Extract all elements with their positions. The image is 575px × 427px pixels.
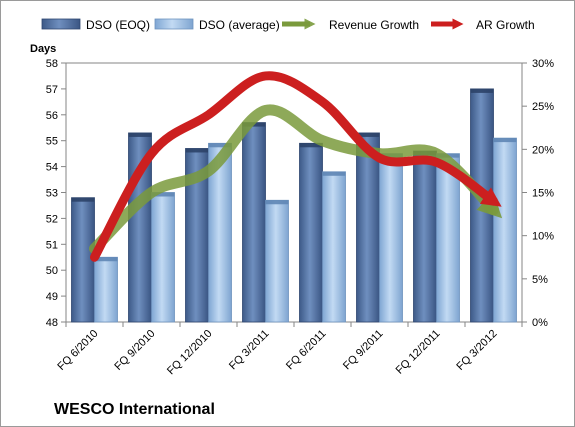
y2-axis-tick-label: 20% — [532, 144, 554, 156]
y-axis-tick-label: 48 — [46, 317, 58, 329]
legend-item-dso-average: DSO (average) — [154, 18, 280, 32]
legend-item-revenue-growth: Revenue Growth — [282, 18, 419, 32]
bar-dso-eoq — [356, 132, 380, 323]
x-axis-tick-label: FQ 12/2010 — [165, 328, 215, 378]
x-axis-tick-label: FQ 3/2011 — [227, 328, 272, 373]
y-axis-tick-label: 54 — [46, 162, 58, 174]
bar-cap-dso-average — [151, 192, 175, 197]
bar-cap-dso-average — [322, 171, 346, 176]
y-axis-tick-label: 52 — [46, 213, 58, 225]
bar-dso-average — [322, 171, 346, 323]
y-axis-tick-label: 50 — [46, 265, 58, 277]
y2-axis-tick-label: 30% — [532, 58, 554, 70]
x-axis-tick-label: FQ 6/2011 — [284, 328, 329, 373]
line-ar-growth — [90, 71, 502, 262]
y2-axis-tick-label: 10% — [532, 231, 554, 243]
bar-cap-dso-eoq — [356, 132, 380, 137]
y-axis-tick-label: 49 — [46, 291, 58, 303]
x-axis-tick-label: FQ 3/2012 — [454, 328, 499, 373]
y-axis-tick-label: 55 — [46, 136, 58, 148]
bar-dso-eoq — [299, 142, 323, 323]
bar-dso-eoq — [413, 150, 437, 323]
bar-cap-dso-eoq — [299, 143, 323, 148]
plot-area: 48 49 50 51 52 53 54 55 56 57 58 0% 5% 10% 15% 20% 25% 30… — [46, 58, 554, 377]
y2-axis-tick-label: 5% — [532, 274, 548, 286]
x-axis-tick-label: FQ 12/2011 — [394, 328, 443, 377]
y-axis-tick-label: 57 — [46, 84, 58, 96]
bar-dso-average — [265, 199, 289, 323]
bar-cap-dso-eoq — [71, 197, 95, 202]
y2-axis-tick-label: 15% — [532, 188, 554, 200]
bar-cap-dso-eoq — [128, 132, 152, 137]
legend-item-dso-eoq: DSO (EOQ) — [41, 18, 150, 32]
bar-dso-eoq — [242, 122, 266, 323]
bar-cap-dso-average — [265, 200, 289, 205]
legend-item-ar-growth: AR Growth — [431, 18, 535, 32]
bar-dso-average — [151, 192, 175, 323]
y2-axis-tick-label: 25% — [532, 101, 554, 113]
legend: DSO (EOQ) DSO (average) Revenue Growth A… — [41, 18, 535, 32]
y-axis-tick-label: 56 — [46, 110, 58, 122]
company-label: WESCO International — [54, 401, 215, 418]
bar-cap-dso-average — [94, 257, 118, 262]
legend-label-dso-average: DSO (average) — [199, 18, 280, 32]
y-axis-tick-label: 51 — [46, 239, 58, 251]
bar-cap-dso-average — [493, 138, 517, 143]
legend-label-ar-growth: AR Growth — [476, 18, 535, 32]
bar-cap-dso-eoq — [470, 88, 494, 93]
bar-dso-average — [94, 256, 118, 323]
bar-dso-average — [493, 137, 517, 323]
y-axis-tick-label: 58 — [46, 58, 58, 70]
x-axis-tick-label: FQ 6/2010 — [55, 328, 100, 373]
x-axis-tick-label: FQ 9/2010 — [112, 328, 157, 373]
legend-label-revenue-growth: Revenue Growth — [329, 18, 419, 32]
legend-swatch-dso-average — [154, 18, 194, 30]
bar-cap-dso-eoq — [185, 148, 209, 153]
legend-label-dso-eoq: DSO (EOQ) — [86, 18, 150, 32]
y-axis-title: Days — [30, 43, 56, 55]
y2-axis-tick-label: 0% — [532, 317, 548, 329]
bar-dso-average — [379, 153, 403, 323]
legend-swatch-dso-eoq — [41, 18, 81, 30]
y-axis-tick-label: 53 — [46, 188, 58, 200]
line-revenue-growth — [89, 104, 503, 255]
bar-dso-average — [436, 153, 460, 323]
bar-cap-dso-average — [208, 143, 232, 148]
x-axis-tick-label: FQ 9/2011 — [341, 328, 386, 373]
